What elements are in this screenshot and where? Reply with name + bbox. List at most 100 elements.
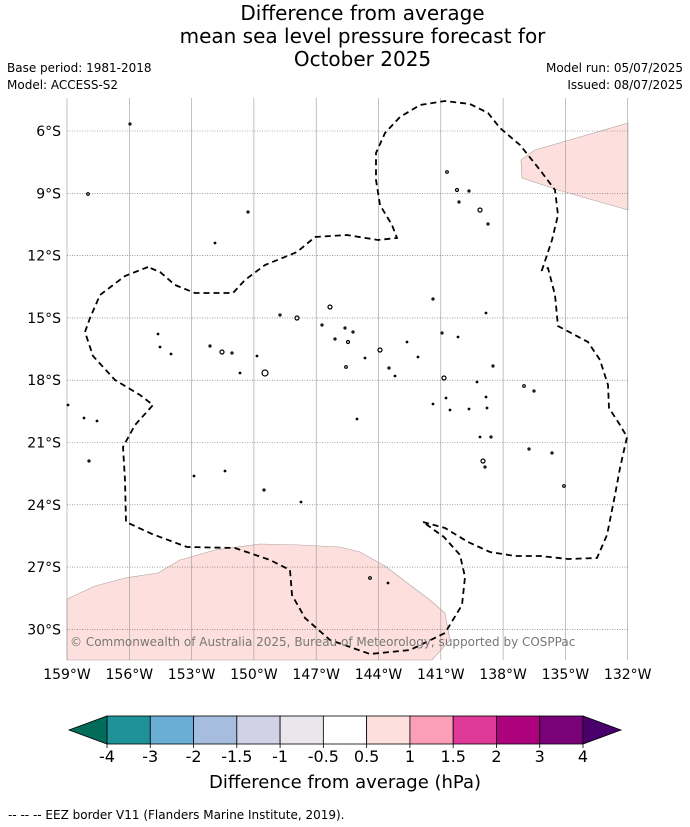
island bbox=[522, 384, 526, 388]
island bbox=[192, 474, 196, 478]
island bbox=[95, 419, 99, 423]
colorbar-segment bbox=[106, 715, 151, 745]
island bbox=[467, 407, 471, 411]
island bbox=[278, 313, 282, 317]
island bbox=[294, 315, 300, 321]
eez-footer-note: -- -- -- EEZ border V11 (Flanders Marine… bbox=[8, 808, 345, 822]
island bbox=[489, 435, 493, 439]
x-tick-label: 153°W bbox=[168, 667, 216, 683]
island bbox=[169, 352, 173, 356]
y-tick-label: 30°S bbox=[27, 622, 61, 638]
y-tick-label: 24°S bbox=[27, 498, 61, 514]
islands bbox=[66, 122, 566, 585]
colorbar-tick-labels: -4 -3 -2 -1.5 -1 -0.5 0.5 1 1.5 2 3 4 bbox=[99, 744, 588, 766]
island bbox=[485, 406, 489, 410]
base-period-label: Base period: 1981-2018 bbox=[7, 61, 152, 75]
island bbox=[491, 364, 495, 368]
island bbox=[405, 340, 409, 344]
colorbar bbox=[67, 715, 623, 745]
colorbar-tick-label: 3 bbox=[535, 747, 545, 766]
y-tick-label: 12°S bbox=[27, 249, 61, 265]
island bbox=[527, 447, 531, 451]
island bbox=[484, 311, 488, 315]
x-tick-label: 141°W bbox=[417, 667, 465, 683]
colorbar-tick-label: 2 bbox=[491, 747, 501, 766]
colorbar-tick-label: -0.5 bbox=[308, 747, 339, 766]
x-tick-label: 135°W bbox=[542, 667, 590, 683]
island bbox=[456, 335, 460, 339]
x-tick-label: 147°W bbox=[292, 667, 340, 683]
island bbox=[467, 189, 471, 193]
colorbar-extend-high bbox=[582, 715, 623, 745]
island bbox=[431, 297, 435, 301]
colorbar-segment bbox=[322, 715, 368, 745]
island bbox=[416, 355, 420, 359]
colorbar-segment bbox=[452, 715, 497, 745]
island bbox=[363, 356, 367, 360]
island bbox=[355, 417, 359, 421]
colorbar-segment bbox=[193, 715, 238, 745]
x-axis-labels: 159°W 156°W 153°W 150°W 147°W 144°W 141°W 138°W… bbox=[43, 667, 651, 683]
y-axis-labels: 6°S 9°S 12°S 15°S 18°S 21°S 24°S 27°S 30°S bbox=[27, 124, 61, 638]
colorbar-tick-label: -1 bbox=[272, 747, 288, 766]
issued-label: Issued: 08/07/2025 bbox=[567, 78, 683, 92]
colorbar-extend-low bbox=[67, 715, 108, 745]
island bbox=[219, 349, 225, 355]
island bbox=[477, 207, 483, 213]
grid-lines bbox=[66, 98, 629, 660]
island bbox=[448, 408, 452, 412]
colorbar-segment bbox=[279, 715, 324, 745]
island bbox=[223, 469, 227, 473]
x-tick-label: 132°W bbox=[604, 667, 652, 683]
island bbox=[386, 581, 390, 585]
island bbox=[483, 465, 487, 469]
island bbox=[320, 323, 324, 327]
island bbox=[457, 200, 461, 204]
island bbox=[333, 337, 337, 341]
colorbar-segment bbox=[149, 715, 194, 745]
island bbox=[454, 187, 460, 193]
colorbar-segment bbox=[409, 715, 454, 745]
title-line-3: October 2025 bbox=[293, 47, 432, 71]
eez-border-dashed bbox=[147, 100, 628, 560]
x-tick-label: 150°W bbox=[230, 667, 278, 683]
x-tick-label: 144°W bbox=[355, 667, 403, 683]
island bbox=[86, 192, 90, 196]
island bbox=[343, 326, 347, 330]
y-tick-label: 15°S bbox=[27, 311, 61, 327]
island bbox=[440, 331, 444, 335]
island bbox=[344, 365, 348, 369]
island bbox=[156, 332, 160, 336]
colorbar-segment bbox=[496, 715, 541, 745]
x-tick-label: 138°W bbox=[479, 667, 527, 683]
colorbar-segment bbox=[236, 715, 281, 745]
island bbox=[238, 371, 242, 375]
colorbar-segment bbox=[539, 715, 584, 745]
island bbox=[441, 375, 447, 381]
island bbox=[550, 451, 554, 455]
island bbox=[393, 374, 397, 378]
island bbox=[230, 351, 234, 355]
map-chart: 159°W 156°W 153°W 150°W 147°W 144°W 141°W 138°W… bbox=[27, 98, 652, 793]
island bbox=[562, 484, 566, 488]
island bbox=[345, 339, 351, 345]
x-tick-label: 159°W bbox=[43, 667, 91, 683]
island bbox=[128, 122, 132, 126]
eez-border-dashed bbox=[84, 266, 466, 655]
colorbar-tick-label: -1.5 bbox=[221, 747, 252, 766]
title-line-1: Difference from average bbox=[240, 1, 485, 25]
island bbox=[299, 500, 303, 504]
colorbar-tick-label: 4 bbox=[578, 747, 588, 766]
island bbox=[377, 347, 383, 353]
island bbox=[486, 222, 490, 226]
island bbox=[87, 459, 91, 463]
island bbox=[368, 576, 372, 580]
title-line-2: mean sea level pressure forecast for bbox=[179, 24, 546, 48]
island bbox=[208, 344, 212, 348]
island bbox=[351, 330, 355, 334]
y-tick-label: 21°S bbox=[27, 436, 61, 452]
island bbox=[475, 380, 479, 384]
colorbar-segment bbox=[366, 715, 411, 745]
colorbar-tick-label: -2 bbox=[186, 747, 202, 766]
colorbar-tick-label: 1 bbox=[405, 747, 415, 766]
